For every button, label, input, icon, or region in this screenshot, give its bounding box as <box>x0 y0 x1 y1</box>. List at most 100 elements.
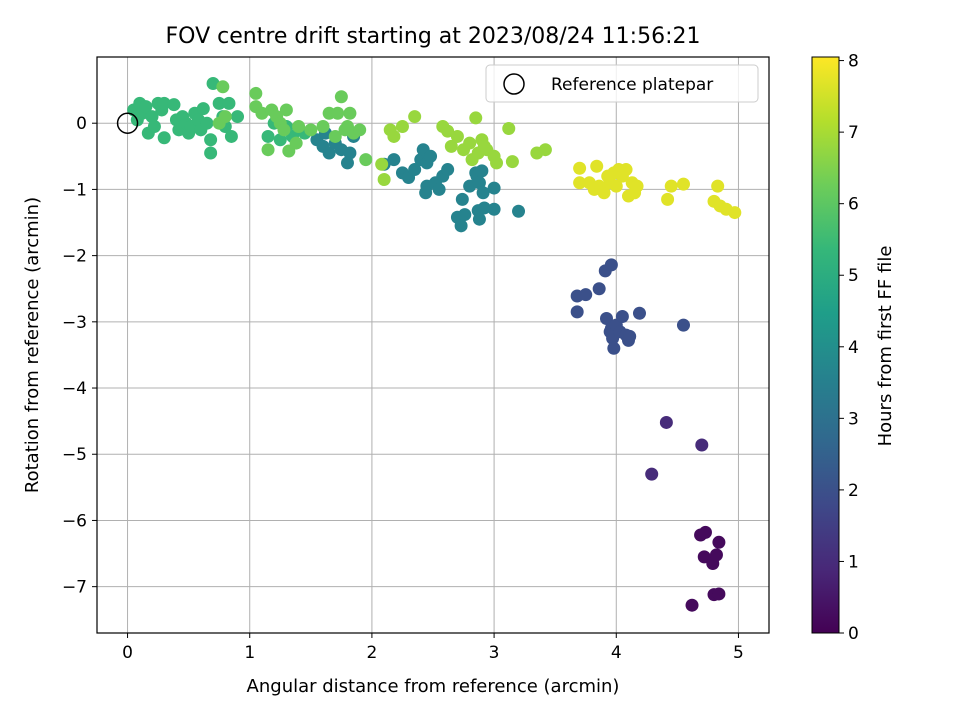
y-tick-label: −1 <box>62 180 87 200</box>
data-point <box>218 110 232 124</box>
data-point <box>597 186 611 200</box>
data-point <box>408 110 422 124</box>
data-point <box>685 598 699 612</box>
data-point <box>200 116 214 130</box>
chart-title: FOV centre drift starting at 2023/08/24 … <box>166 24 701 49</box>
data-point <box>273 133 287 147</box>
data-point <box>463 179 477 193</box>
data-point <box>340 156 354 170</box>
reference-platepar-marker <box>116 112 139 134</box>
data-point <box>261 129 275 143</box>
data-point <box>475 164 489 178</box>
legend-reference-marker <box>503 73 525 95</box>
data-point <box>216 80 230 94</box>
data-point <box>659 415 673 429</box>
data-point <box>147 120 161 134</box>
data-point <box>505 155 519 169</box>
data-point <box>343 106 357 120</box>
y-axis-label: Rotation from reference (arcmin) <box>22 197 43 493</box>
data-point <box>145 110 159 124</box>
data-point <box>623 329 637 343</box>
colorbar-tick-label: 1 <box>848 552 859 572</box>
data-point <box>645 467 659 481</box>
colorbar-label: Hours from first FF file <box>875 246 896 447</box>
data-point <box>222 96 236 110</box>
data-point <box>476 186 490 200</box>
data-point <box>455 192 469 206</box>
axes: 0 1 2 3 4 5 0 −1 −2 −3 −4 −5 −6 −7 <box>62 56 770 663</box>
colorbar-gradient <box>811 56 840 634</box>
y-tick-label: −2 <box>62 247 87 267</box>
grid-lines <box>97 57 769 633</box>
data-point <box>231 110 245 124</box>
data-point <box>676 177 690 191</box>
data-point <box>444 139 458 153</box>
data-point <box>432 182 446 196</box>
data-points <box>116 76 742 612</box>
data-point <box>441 163 455 177</box>
plot-frame <box>96 56 770 634</box>
data-point <box>375 157 389 171</box>
colorbar-tick-label: 5 <box>848 266 859 286</box>
data-point <box>322 146 336 160</box>
legend-box <box>485 64 759 103</box>
y-tick-label: 0 <box>76 114 87 134</box>
data-point <box>632 306 646 320</box>
data-point <box>304 123 318 137</box>
data-point <box>249 86 263 100</box>
data-point <box>139 100 153 114</box>
data-point <box>676 318 690 332</box>
data-point <box>630 179 644 193</box>
data-point <box>573 161 587 175</box>
colorbar-tick-label: 6 <box>848 195 859 215</box>
y-tick-label: −5 <box>62 445 87 465</box>
data-point <box>712 535 726 549</box>
colorbar-tick-label: 0 <box>848 624 859 644</box>
data-point <box>477 201 491 215</box>
colorbar: 0 1 2 3 4 5 6 7 8 <box>811 52 859 644</box>
y-tick-label: −7 <box>62 578 87 598</box>
data-point <box>206 76 220 90</box>
data-point <box>167 98 181 112</box>
data-point <box>604 258 618 272</box>
data-point <box>359 153 373 167</box>
data-point <box>377 172 391 186</box>
legend: Reference platepar <box>485 64 759 103</box>
data-point <box>698 525 712 539</box>
data-point <box>292 120 306 134</box>
data-point <box>592 282 606 296</box>
data-point <box>395 120 409 134</box>
data-point <box>343 146 357 160</box>
data-point <box>490 156 504 170</box>
data-point <box>712 587 726 601</box>
data-point <box>615 310 629 324</box>
x-tick-label: 0 <box>122 643 133 663</box>
data-point <box>487 181 501 195</box>
data-point <box>261 143 275 157</box>
data-point <box>661 192 675 206</box>
data-point <box>212 96 226 110</box>
x-tick-label: 3 <box>489 643 500 663</box>
data-point <box>157 96 171 110</box>
data-point <box>454 219 468 233</box>
data-point <box>424 149 438 163</box>
data-point <box>711 179 725 193</box>
data-point <box>619 163 633 177</box>
y-tick-label: −3 <box>62 313 87 333</box>
data-point <box>316 120 330 134</box>
x-tick-label: 2 <box>366 643 377 663</box>
data-point <box>469 111 483 125</box>
data-point <box>502 122 516 136</box>
data-point <box>279 103 293 117</box>
data-point <box>408 163 422 177</box>
data-point <box>695 438 709 452</box>
data-point <box>328 129 342 143</box>
data-point <box>472 212 486 226</box>
data-point <box>599 312 613 326</box>
data-point <box>419 186 433 200</box>
data-point <box>664 179 678 193</box>
x-axis-label: Angular distance from reference (arcmin) <box>247 676 620 697</box>
data-point <box>289 136 303 150</box>
data-point <box>487 202 501 216</box>
